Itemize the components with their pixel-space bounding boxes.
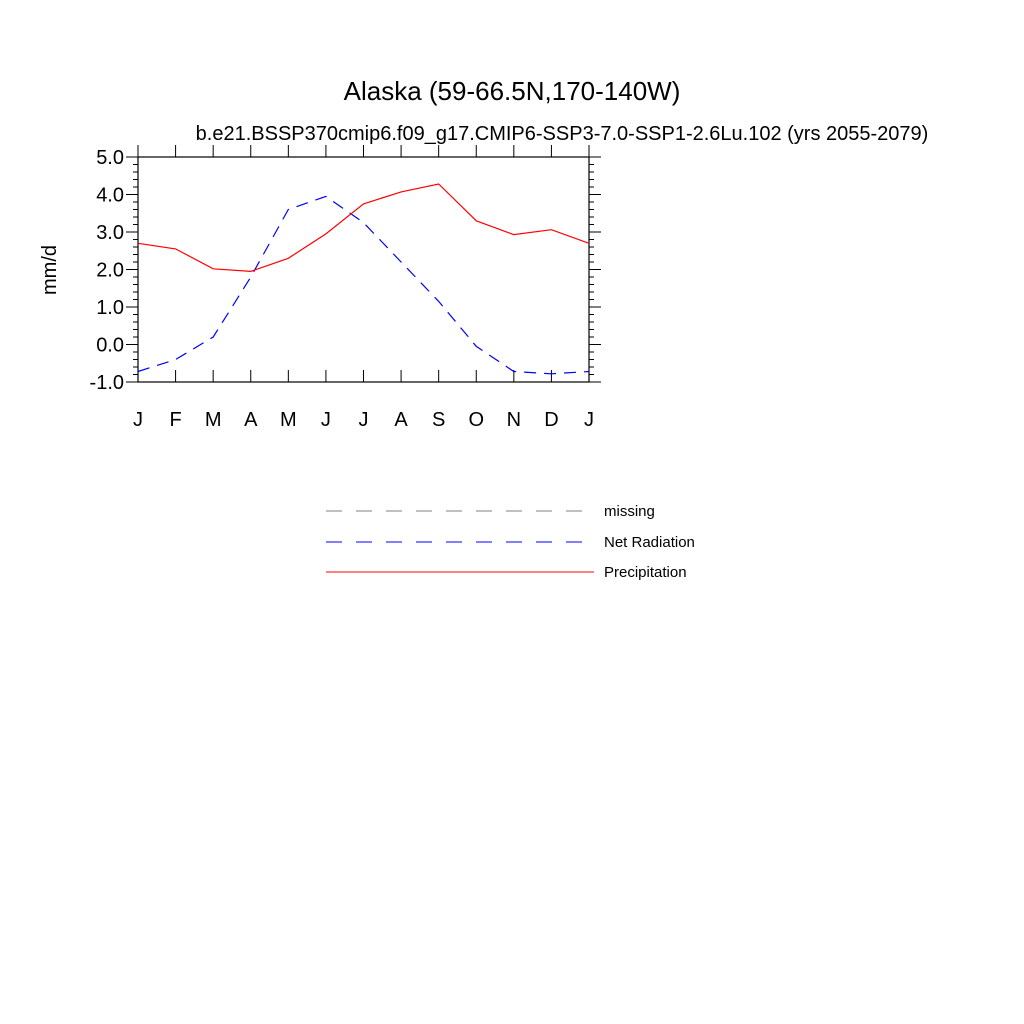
y-axis-label: mm/d [39, 245, 61, 295]
y-tick-label: 2.0 [96, 260, 124, 282]
legend: missing Net Radiation Precipitation [326, 503, 695, 581]
y-tick-label: 4.0 [96, 185, 124, 207]
legend-label-precipitation: Precipitation [604, 564, 687, 581]
chart-subtitle: b.e21.BSSP370cmip6.f09_g17.CMIP6-SSP3-7.… [196, 123, 929, 145]
x-tick-label: N [507, 409, 521, 431]
x-tick-label: J [321, 409, 331, 431]
plot-area: 5.04.03.02.01.00.0-1.0J F M A M J J A S O N D J [90, 145, 601, 431]
x-tick-label: M [205, 409, 222, 431]
x-tick-label: A [394, 409, 408, 431]
y-tick-label: 0.0 [96, 335, 124, 357]
x-tick-label: M [280, 409, 297, 431]
y-tick-label: 3.0 [96, 222, 124, 244]
x-tick-label: D [544, 409, 558, 431]
y-tick-label: 5.0 [96, 147, 124, 169]
legend-label-net-radiation: Net Radiation [604, 534, 695, 551]
y-tick-label: 1.0 [96, 297, 124, 319]
x-tick-label: F [169, 409, 181, 431]
x-tick-label: O [468, 409, 484, 431]
x-tick-label: A [244, 409, 258, 431]
x-tick-label: J [359, 409, 369, 431]
series-line-precipitation [137, 183, 590, 273]
series-line-net-radiation [137, 195, 590, 375]
x-tick-label: S [432, 409, 445, 431]
x-tick-label: J [584, 409, 594, 431]
legend-label-missing: missing [604, 503, 655, 520]
plot-frame [137, 156, 590, 383]
chart-title: Alaska (59-66.5N,170-140W) [344, 76, 681, 106]
y-tick-label: -1.0 [90, 372, 124, 394]
x-tick-label: J [133, 409, 143, 431]
